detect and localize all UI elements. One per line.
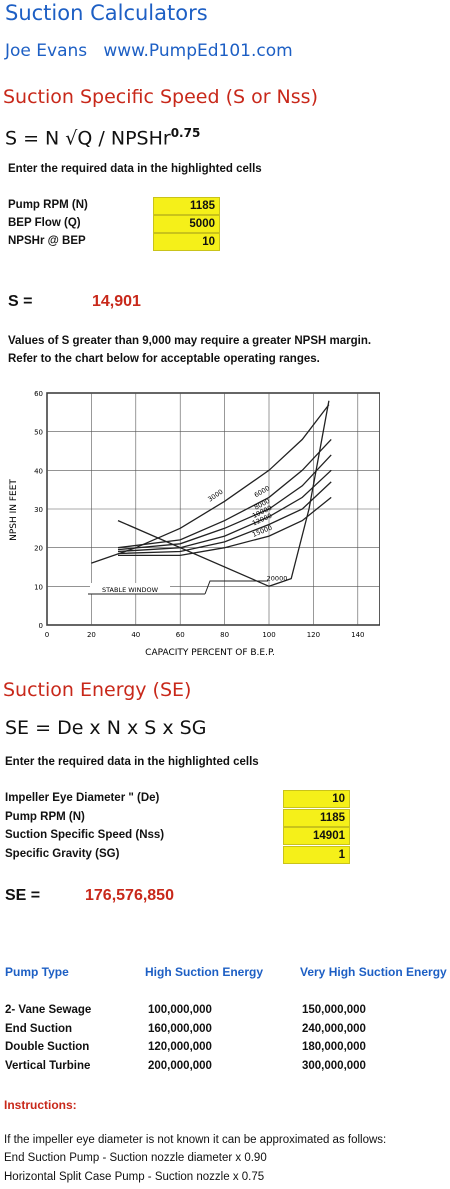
curve — [117, 454, 332, 551]
curve — [117, 438, 332, 549]
annotation: STABLE WINDOW — [102, 586, 159, 594]
input-cell: 1185 — [153, 197, 220, 215]
input-cell: 5000 — [153, 215, 220, 233]
x-tick-label: 40 — [131, 631, 140, 639]
title: Suction Calculators — [5, 1, 208, 25]
formula-exponent: 0.75 — [170, 126, 201, 140]
input-label: Specific Gravity (SG) — [5, 847, 120, 860]
y-axis-label: NPSH IN FEET — [9, 479, 19, 541]
table-cell: Double Suction — [5, 1041, 90, 1053]
x-tick-label: 60 — [176, 631, 185, 639]
curve — [117, 400, 330, 587]
formula: S = N √Q / NPSHr0.75 — [5, 126, 200, 149]
column-header: High Suction Energy — [145, 965, 264, 979]
annotation-box — [90, 583, 170, 594]
byline: Joe Evans www.PumpEd101.com — [5, 41, 293, 61]
input-cell: 1185 — [283, 808, 350, 827]
input-label: Impeller Eye Diameter " (De) — [5, 792, 160, 804]
y-tick-label: 0 — [39, 622, 43, 630]
curve-label: 20000 — [267, 574, 288, 582]
input-cell: 10 — [153, 233, 220, 251]
author: Joe Evans — [5, 41, 88, 61]
input-cell: 10 — [283, 790, 350, 808]
instruction-line: Horizontal Split Case Pump - Suction noz… — [4, 1171, 265, 1183]
note: Values of S greater than 9,000 may requi… — [8, 335, 372, 347]
curve — [117, 469, 332, 553]
result: 176,576,850 — [85, 887, 174, 904]
input-cell: 14901 — [283, 827, 350, 845]
website: www.PumpEd101.com — [103, 41, 293, 61]
note: Refer to the chart below for acceptable … — [8, 353, 320, 365]
y-tick-label: 40 — [34, 467, 43, 475]
column-header: Very High Suction Energy — [300, 965, 447, 979]
instruction: Enter the required data in the highlight… — [8, 163, 262, 175]
y-tick-label: 30 — [34, 506, 43, 514]
formula: SE = De x N x S x SG — [5, 717, 207, 739]
table-cell: 240,000,000 — [302, 1022, 366, 1035]
result-label: S = — [8, 293, 33, 310]
chart: CAPACITY PERCENT OF B.E.P. NPSH IN FEET … — [9, 390, 380, 658]
section-heading: Suction Specific Speed (S or Nss) — [3, 86, 318, 108]
result: 14,901 — [92, 293, 141, 310]
x-tick-label: 100 — [262, 631, 275, 639]
input-label: NPSHr @ BEP — [8, 235, 86, 247]
formula-text: S = N √Q / NPSHr — [5, 127, 171, 150]
y-tick-label: 60 — [34, 390, 43, 398]
instructions-heading: Instructions: — [4, 1098, 77, 1112]
instruction: Enter the required data in the highlight… — [5, 756, 259, 768]
x-tick-label: 20 — [87, 631, 96, 639]
x-tick-label: 80 — [220, 631, 229, 639]
instruction-line: End Suction Pump - Suction nozzle diamet… — [4, 1152, 267, 1164]
table-cell: 300,000,000 — [302, 1059, 366, 1072]
table-cell: 2- Vane Sewage — [5, 1004, 92, 1016]
x-axis-label: CAPACITY PERCENT OF B.E.P. — [145, 648, 275, 658]
y-tick-label: 20 — [34, 545, 43, 553]
table-cell: 150,000,000 — [302, 1004, 366, 1016]
table-cell: End Suction — [5, 1022, 73, 1035]
table-cell: Vertical Turbine — [5, 1059, 91, 1072]
input-label: Suction Specific Speed (Nss) — [5, 829, 165, 841]
instruction-line: If the impeller eye diameter is not know… — [4, 1134, 387, 1146]
annotation-leader — [204, 580, 268, 595]
table-cell: 180,000,000 — [302, 1041, 366, 1053]
result-label: SE = — [5, 887, 41, 904]
input-label: Pump RPM (N) — [5, 810, 85, 823]
input-label: Pump RPM (N) — [8, 199, 88, 211]
section-heading: Suction Energy (SE) — [3, 679, 192, 701]
table-cell: 100,000,000 — [148, 1004, 212, 1016]
x-tick-label: 140 — [351, 631, 364, 639]
table-cell: 160,000,000 — [148, 1022, 212, 1035]
x-tick-label: 120 — [307, 631, 320, 639]
y-tick-label: 10 — [34, 583, 43, 591]
input-label: BEP Flow (Q) — [8, 217, 81, 229]
table-cell: 200,000,000 — [148, 1059, 212, 1072]
y-tick-label: 50 — [34, 429, 43, 437]
curve-label: 3000 — [206, 488, 224, 504]
x-tick-label: 0 — [45, 631, 49, 639]
curve — [117, 481, 332, 555]
column-header: Pump Type — [5, 965, 69, 979]
table-cell: 120,000,000 — [148, 1041, 212, 1053]
input-cell: 1 — [283, 845, 350, 864]
